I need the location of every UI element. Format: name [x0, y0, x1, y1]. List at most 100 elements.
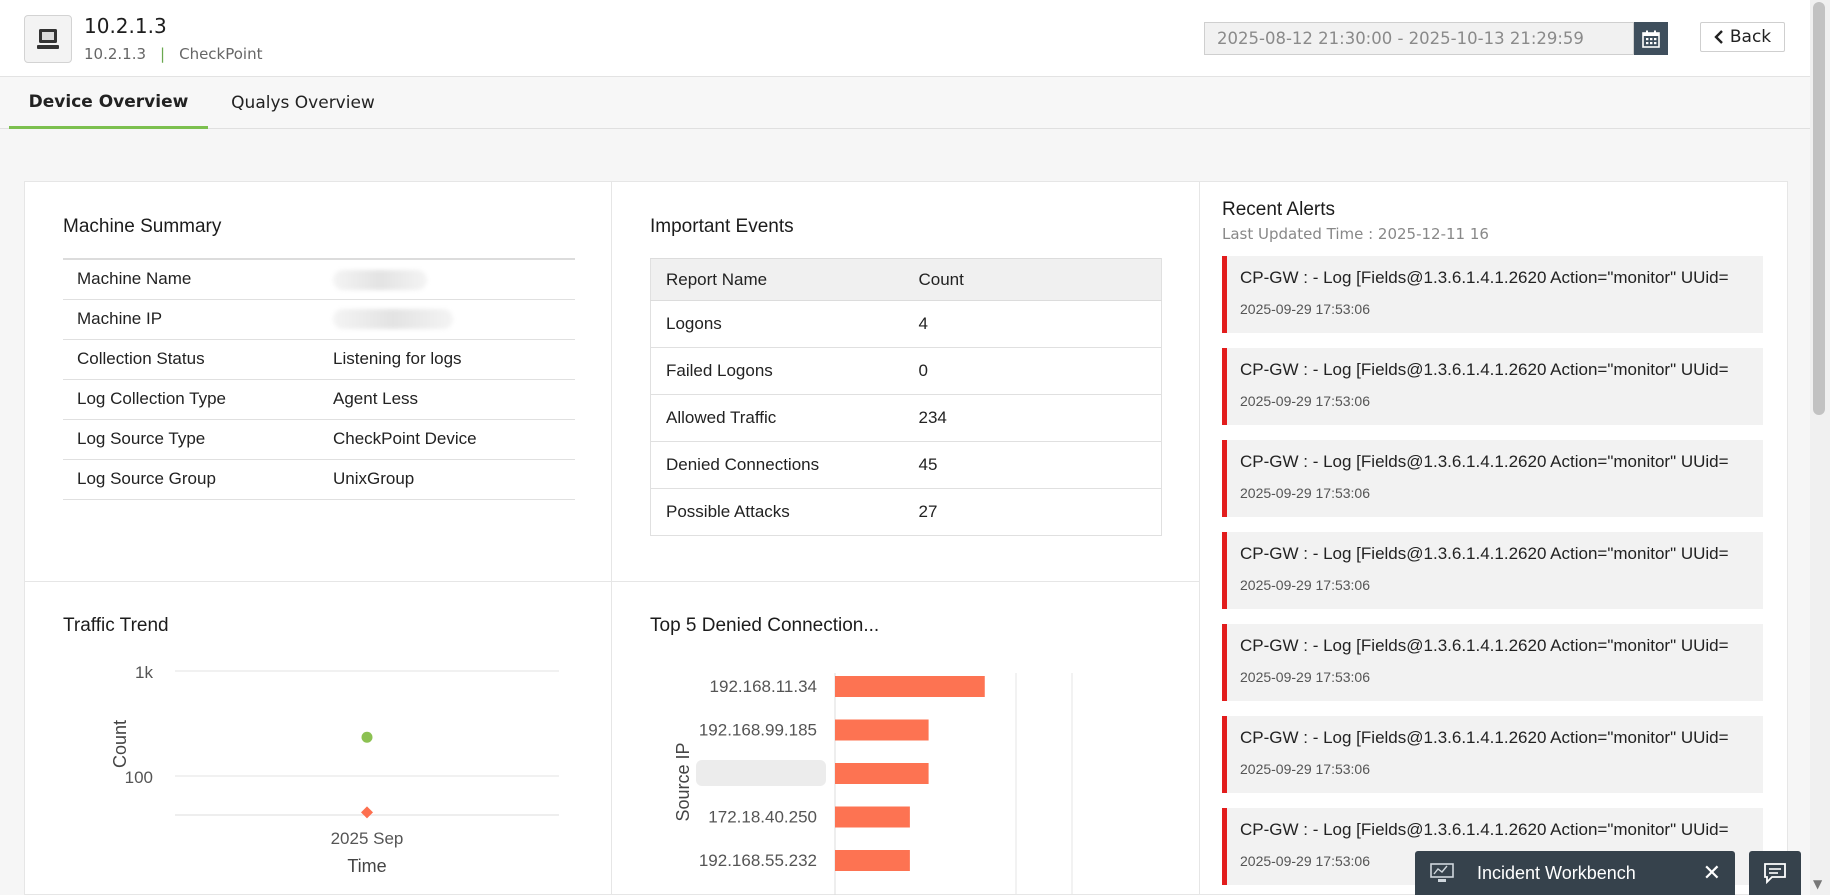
row-value: Listening for logs: [319, 339, 575, 380]
bar-1[interactable]: [835, 719, 929, 741]
y-axis-title: Count: [110, 720, 130, 768]
row-value: [319, 299, 575, 340]
chevron-left-icon: [1714, 30, 1723, 44]
table-row[interactable]: Allowed Traffic 234: [650, 394, 1162, 442]
alert-message: CP-GW : - Log [Fields@1.3.6.1.4.1.2620 A…: [1240, 820, 1729, 839]
report-count[interactable]: 234: [903, 394, 1162, 442]
calendar-icon: [1642, 30, 1660, 48]
recent-alerts-title: Recent Alerts: [1222, 199, 1335, 220]
row-label: Machine IP: [63, 299, 319, 340]
alert-time: 2025-09-29 17:53:06: [1240, 669, 1370, 685]
bar-2[interactable]: [835, 763, 929, 784]
alert-time: 2025-09-29 17:53:06: [1240, 577, 1370, 593]
alert-time: 2025-09-29 17:53:06: [1240, 393, 1370, 409]
top-denied-chart: Source IP 192.168.11.34 192.168.99.185 172…: [673, 673, 1073, 895]
alert-message: CP-GW : - Log [Fields@1.3.6.1.4.1.2620 A…: [1240, 268, 1729, 287]
top-denied-title: Top 5 Denied Connection...: [650, 615, 880, 636]
report-name: Allowed Traffic: [650, 394, 904, 442]
alert-time: 2025-09-29 17:53:06: [1240, 301, 1370, 317]
redacted-label: [696, 760, 826, 786]
important-events-title: Important Events: [650, 216, 794, 237]
row-value: Agent Less: [319, 379, 575, 420]
table-row[interactable]: Possible Attacks 27: [650, 488, 1162, 536]
report-count[interactable]: 27: [903, 488, 1162, 536]
traffic-trend-title: Traffic Trend: [63, 615, 169, 636]
important-events-table: Report Name Count Logons 4 Failed Logons 0 …: [650, 258, 1162, 536]
row-label: Log Source Type: [63, 419, 319, 460]
category-label: 172.18.40.250: [708, 808, 817, 827]
trend-point-1[interactable]: [361, 806, 373, 819]
bar-3[interactable]: [835, 806, 910, 828]
column-header: Count: [903, 258, 1162, 301]
report-count[interactable]: 0: [903, 347, 1162, 395]
table-row[interactable]: Denied Connections 45: [650, 441, 1162, 489]
category-label: 192.168.99.185: [699, 721, 817, 740]
calendar-button[interactable]: [1634, 22, 1668, 55]
alert-message: CP-GW : - Log [Fields@1.3.6.1.4.1.2620 A…: [1240, 636, 1729, 655]
table-row[interactable]: Logons 4: [650, 300, 1162, 348]
back-button[interactable]: Back: [1700, 22, 1785, 52]
report-name: Possible Attacks: [650, 488, 904, 536]
close-icon[interactable]: ✕: [1702, 861, 1721, 886]
table-row: Log Collection Type Agent Less: [63, 379, 575, 420]
alert-time: 2025-09-29 17:53:06: [1240, 761, 1370, 777]
trend-point-0[interactable]: [361, 731, 373, 743]
last-updated-time: Last Updated Time : 2025-12-11 16: [1222, 225, 1489, 243]
tab-qualys-overview[interactable]: Qualys Overview: [231, 93, 375, 113]
category-label: 192.168.11.34: [710, 677, 817, 696]
alert-item[interactable]: CP-GW : - Log [Fields@1.3.6.1.4.1.2620 A…: [1222, 256, 1763, 333]
bar-4[interactable]: [835, 850, 910, 871]
row-label: Log Collection Type: [63, 379, 319, 420]
redacted-value: [333, 269, 427, 290]
device-vendor: CheckPoint: [179, 45, 263, 63]
report-name: Denied Connections: [650, 441, 904, 489]
workbench-label: Incident Workbench: [1477, 862, 1636, 883]
chat-icon: [1764, 863, 1786, 884]
workbench-icon: [1430, 863, 1454, 882]
alert-item[interactable]: CP-GW : - Log [Fields@1.3.6.1.4.1.2620 A…: [1222, 440, 1763, 517]
table-row: Log Source Type CheckPoint Device: [63, 419, 575, 460]
alert-item[interactable]: CP-GW : - Log [Fields@1.3.6.1.4.1.2620 A…: [1222, 716, 1763, 793]
report-count[interactable]: 4: [903, 300, 1162, 348]
date-range-input[interactable]: 2025-08-12 21:30:00 - 2025-10-13 21:29:5…: [1204, 22, 1634, 55]
table-row: Machine IP: [63, 299, 575, 340]
top-denied-panel: Top 5 Denied Connection... Source IP 192…: [611, 581, 1200, 895]
table-row[interactable]: Failed Logons 0: [650, 347, 1162, 395]
report-name: Failed Logons: [650, 347, 904, 395]
x-tick-label: 2025 Sep: [331, 829, 404, 848]
tab-device-overview[interactable]: Device Overview: [9, 77, 208, 129]
y-tick-label: 100: [125, 768, 153, 787]
chat-button[interactable]: [1749, 851, 1801, 895]
back-label: Back: [1729, 27, 1772, 47]
alert-item[interactable]: CP-GW : - Log [Fields@1.3.6.1.4.1.2620 A…: [1222, 624, 1763, 701]
bar-0[interactable]: [835, 676, 985, 697]
alert-item[interactable]: CP-GW : - Log [Fields@1.3.6.1.4.1.2620 A…: [1222, 348, 1763, 425]
report-name: Logons: [650, 300, 904, 348]
computer-icon: [24, 15, 72, 63]
table-header-row: Report Name Count: [650, 258, 1162, 301]
scroll-down-icon[interactable]: ▼: [1813, 877, 1823, 891]
device-ip: 10.2.1.3: [84, 45, 147, 63]
incident-workbench-bar[interactable]: Incident Workbench ✕: [1415, 851, 1735, 895]
row-value: CheckPoint Device: [319, 419, 575, 460]
table-row: Machine Name: [63, 258, 575, 300]
report-count[interactable]: 45: [903, 441, 1162, 489]
vertical-scrollbar[interactable]: ▼: [1810, 0, 1830, 895]
alert-time: 2025-09-29 17:53:06: [1240, 485, 1370, 501]
important-events-panel: Important Events Report Name Count Logons…: [611, 181, 1200, 582]
machine-summary-title: Machine Summary: [63, 216, 222, 237]
alert-message: CP-GW : - Log [Fields@1.3.6.1.4.1.2620 A…: [1240, 728, 1729, 747]
row-label: Collection Status: [63, 339, 319, 380]
row-value: [319, 258, 575, 300]
redacted-value: [333, 309, 453, 330]
y-tick-label: 1k: [135, 663, 153, 682]
table-row: Log Source Group UnixGroup: [63, 459, 575, 500]
scrollbar-thumb[interactable]: [1813, 2, 1825, 415]
separator: |: [160, 45, 166, 63]
alert-item[interactable]: CP-GW : - Log [Fields@1.3.6.1.4.1.2620 A…: [1222, 532, 1763, 609]
traffic-trend-chart: 1k 100 2025 Sep Time Count: [110, 663, 559, 876]
traffic-trend-panel: Traffic Trend 1k 100 2025 Sep Time Count: [24, 581, 612, 895]
device-header: 10.2.1.3 10.2.1.3 | CheckPoint 2025-08-12 …: [0, 0, 1810, 77]
row-label: Machine Name: [63, 258, 319, 300]
